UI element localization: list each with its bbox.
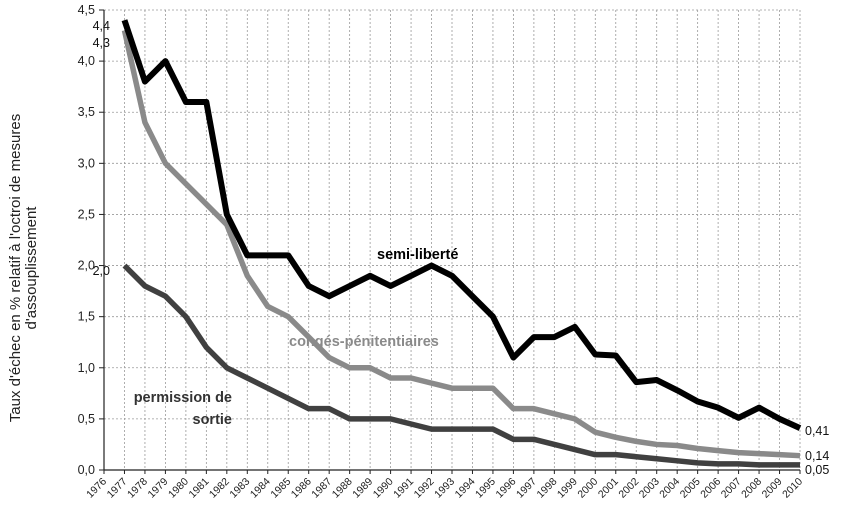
y-tick-label: 1,5 — [78, 310, 95, 324]
y-tick-label: 3,0 — [78, 156, 95, 170]
x-tick-label: 1989 — [350, 476, 375, 501]
y-tick-label: 1,0 — [78, 361, 95, 375]
x-tick-label: 2007 — [719, 476, 744, 501]
x-tick-label: 2005 — [678, 476, 703, 501]
x-tick-labels: 1976197719781979198019811982198319841985… — [84, 476, 805, 501]
series-label-line: sortie — [193, 412, 233, 428]
series-label-1: congés-pénitentiaires — [289, 334, 439, 350]
y-tick-label: 2,5 — [78, 207, 95, 221]
x-tick-label: 1995 — [473, 476, 498, 501]
x-tick-label: 1996 — [494, 476, 519, 501]
x-tick-label: 2008 — [739, 476, 764, 501]
x-tick-label: 2009 — [760, 476, 785, 501]
x-tick-label: 2006 — [698, 476, 723, 501]
series-start-label-2: 2,0 — [93, 264, 110, 278]
series-label-2: permission de sortie — [134, 390, 232, 428]
series-end-label-0: 0,41 — [805, 424, 829, 438]
x-tick-label: 1982 — [207, 476, 232, 501]
x-tick-label: 1987 — [309, 476, 334, 501]
series-line-0 — [121, 19, 802, 431]
x-tick-label: 1992 — [412, 476, 437, 501]
series-label-line: congés-pénitentiaires — [289, 334, 439, 350]
y-tick-label: 2,0 — [78, 259, 95, 273]
x-tick-label: 1983 — [227, 476, 252, 501]
series-lines — [121, 19, 802, 468]
x-tick-label: 1994 — [453, 476, 478, 501]
series-start-label-1: 4,3 — [93, 36, 110, 50]
y-axis-label-line: Taux d'échec en % relatif à l'octroi de … — [7, 114, 24, 422]
y-tick-label: 0,5 — [78, 412, 95, 426]
series-end-label-1: 0,14 — [805, 449, 829, 463]
x-tick-label: 1979 — [146, 476, 171, 501]
series-start-label-0: 4,4 — [93, 19, 110, 33]
x-tick-label: 2003 — [637, 476, 662, 501]
series-line-1 — [121, 29, 801, 459]
series-label-0: semi-liberté — [377, 247, 458, 263]
x-tick-label: 1976 — [84, 476, 109, 501]
x-tick-label: 2004 — [657, 476, 682, 501]
series-line-2 — [122, 263, 800, 468]
y-axis-label-line: d'assouplissement — [23, 206, 40, 330]
x-tick-label: 1984 — [248, 476, 273, 501]
x-tick-label: 1977 — [105, 476, 130, 501]
x-tick-label: 1993 — [432, 476, 457, 501]
x-tick-label: 1998 — [534, 476, 559, 501]
series-labels: semi-liberté congés-pénitentiaires permiss… — [93, 19, 830, 477]
x-tick-label: 1980 — [166, 476, 191, 501]
x-tick-label: 1997 — [514, 476, 539, 501]
x-tick-label: 2002 — [616, 476, 641, 501]
y-tick-label: 0,0 — [78, 463, 95, 477]
x-tick-label: 1990 — [371, 476, 396, 501]
y-tick-label: 4,5 — [78, 3, 95, 17]
x-tick-label: 1985 — [268, 476, 293, 501]
y-tick-label: 3,5 — [78, 105, 95, 119]
x-tick-label: 1991 — [391, 476, 416, 501]
x-tick-label: 2001 — [596, 476, 621, 501]
series-label-line: permission de — [134, 390, 232, 406]
axes — [99, 9, 801, 474]
x-tick-label: 1988 — [330, 476, 355, 501]
x-tick-label: 1999 — [555, 476, 580, 501]
y-tick-labels: 0,0 0,5 1,0 1,5 2,0 2,5 3,0 3,5 4,0 4,5 — [78, 3, 95, 477]
y-axis-label: Taux d'échec en % relatif à l'octroi de … — [7, 114, 40, 422]
series-end-label-2: 0,05 — [805, 463, 829, 477]
x-tick-label: 2000 — [575, 476, 600, 501]
x-tick-label: 1978 — [125, 476, 150, 501]
series-label-line: semi-liberté — [377, 247, 458, 263]
y-tick-label: 4,0 — [78, 54, 95, 68]
x-tick-label: 1981 — [186, 476, 211, 501]
x-tick-label: 2010 — [780, 476, 805, 501]
x-tick-label: 1986 — [289, 476, 314, 501]
